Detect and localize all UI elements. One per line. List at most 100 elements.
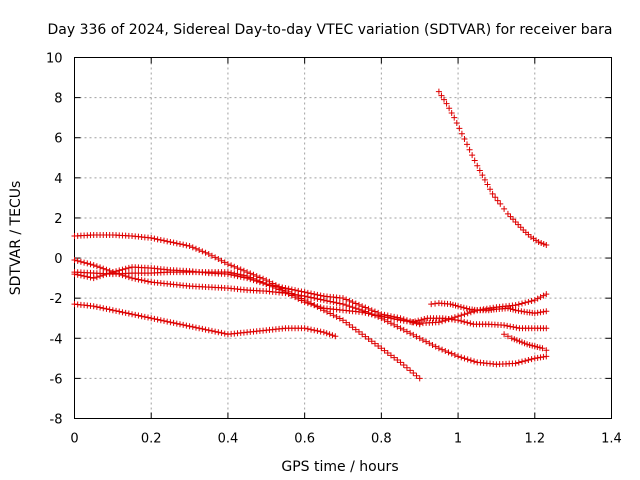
data-point-marker — [403, 328, 410, 335]
data-point-marker — [189, 323, 196, 330]
x-tick-label: 0.4 — [218, 432, 239, 447]
data-point-marker — [340, 295, 346, 302]
data-point-marker — [519, 358, 525, 365]
data-point-marker — [540, 353, 547, 360]
data-point-marker — [109, 307, 116, 314]
data-point-marker — [524, 341, 531, 348]
data-point-marker — [435, 88, 442, 95]
data-point-marker — [311, 302, 318, 309]
data-point-marker — [510, 306, 517, 313]
data-point-marker — [512, 218, 519, 225]
y-tick-label: 10 — [46, 52, 63, 67]
data-point-marker — [359, 309, 366, 316]
data-point-marker — [196, 247, 203, 254]
data-point-marker — [308, 301, 315, 308]
data-point-marker — [512, 302, 519, 309]
data-point-marker — [543, 325, 550, 332]
data-point-marker — [458, 312, 465, 319]
data-point-marker — [432, 300, 439, 307]
data-point-marker — [154, 316, 161, 323]
data-point-marker — [441, 96, 448, 103]
data-point-marker — [180, 241, 187, 248]
data-point-marker — [455, 303, 462, 310]
data-point-marker — [469, 152, 476, 159]
data-point-marker — [362, 304, 369, 311]
data-point-marker — [516, 338, 523, 345]
data-point-marker — [455, 353, 462, 360]
x-tick-label: 1.2 — [524, 432, 545, 447]
data-point-marker — [368, 307, 375, 314]
data-point-marker — [323, 330, 330, 337]
data-point-marker — [447, 301, 454, 308]
series-arc-a — [71, 231, 423, 382]
data-point-marker — [529, 342, 536, 349]
data-point-marker — [471, 358, 478, 365]
data-point-marker — [100, 272, 107, 279]
data-point-marker — [304, 289, 311, 296]
data-point-marker — [416, 335, 423, 342]
data-point-marker — [456, 125, 463, 132]
data-point-marker — [355, 328, 362, 335]
data-point-marker — [154, 236, 161, 243]
data-point-marker — [170, 319, 177, 326]
data-point-marker — [170, 239, 177, 246]
x-axis-title: GPS time / hours — [281, 459, 398, 475]
data-point-marker — [81, 259, 88, 266]
data-point-marker — [429, 341, 436, 348]
data-point-marker — [543, 291, 550, 298]
data-point-marker — [525, 357, 532, 364]
data-point-marker — [537, 354, 544, 361]
data-point-marker — [458, 130, 465, 137]
data-point-marker — [176, 321, 183, 328]
data-point-marker — [501, 322, 508, 329]
data-point-marker — [536, 344, 543, 351]
data-point-marker — [415, 317, 422, 324]
data-point-marker — [531, 343, 538, 350]
data-point-marker — [125, 264, 132, 271]
data-point-marker — [512, 307, 519, 314]
data-point-marker — [212, 254, 219, 261]
data-point-marker — [263, 281, 270, 288]
x-tick-label: 0 — [70, 432, 78, 447]
data-point-marker — [247, 276, 254, 283]
data-point-marker — [432, 343, 439, 350]
series-arc-d — [71, 264, 423, 328]
data-point-marker — [521, 308, 528, 315]
data-point-marker — [84, 260, 91, 267]
data-point-marker — [504, 322, 511, 329]
data-point-marker — [311, 291, 318, 298]
data-point-marker — [507, 305, 514, 312]
data-point-marker — [129, 275, 136, 282]
data-point-marker — [368, 338, 375, 345]
data-point-marker — [343, 319, 350, 326]
data-point-marker — [400, 362, 407, 369]
data-point-marker — [531, 310, 538, 317]
data-point-marker — [292, 287, 299, 294]
data-point-marker — [387, 313, 394, 320]
data-point-marker — [458, 318, 465, 325]
data-point-marker — [71, 271, 78, 278]
data-point-marker — [186, 323, 193, 330]
data-point-marker — [224, 271, 231, 278]
data-point-marker — [394, 323, 401, 330]
data-point-marker — [442, 347, 449, 354]
data-point-marker — [285, 290, 292, 297]
data-point-marker — [333, 299, 340, 306]
data-point-marker — [298, 288, 305, 295]
data-point-marker — [543, 308, 550, 315]
y-tick-labels: 10 8 6 4 2 0 -2 -4 -6 -8 — [46, 52, 63, 428]
data-point-marker — [466, 146, 473, 153]
grid-lines — [74, 57, 612, 419]
data-point-marker — [301, 325, 308, 332]
data-point-marker — [451, 114, 458, 121]
data-point-marker — [489, 190, 496, 197]
data-point-marker — [340, 301, 346, 308]
data-point-marker — [343, 296, 350, 303]
data-point-marker — [394, 314, 401, 321]
data-point-marker — [119, 266, 126, 273]
data-point-marker — [148, 315, 155, 322]
data-point-marker — [308, 290, 315, 297]
data-point-marker — [304, 300, 311, 307]
data-point-marker — [452, 302, 459, 309]
data-point-marker — [507, 323, 514, 330]
